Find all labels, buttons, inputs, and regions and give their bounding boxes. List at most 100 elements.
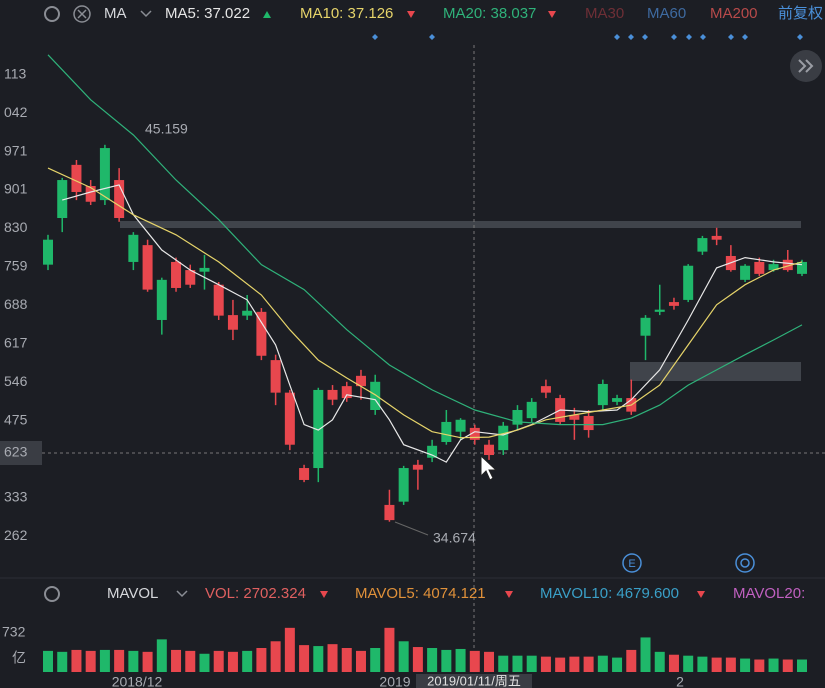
volume-bar [441,649,452,672]
legend-ma200: MA200 [710,5,758,22]
candle-body [540,386,551,393]
legend-ma60: MA60 [647,5,686,22]
volume-bar [43,650,53,672]
volume-bar [341,648,352,672]
candle-body [156,279,167,320]
candle-body [484,444,495,456]
candle-body [512,410,523,425]
volume-bar [270,641,281,672]
candle-body [71,164,82,192]
candle-body [412,464,423,470]
legend-ma30: MA30 [585,5,624,22]
candle-body [142,245,153,290]
close-icon[interactable] [73,5,91,23]
volume-bar [427,648,438,672]
candle-body [668,302,679,306]
volume-bar [256,648,267,672]
candle-body [114,180,125,219]
dropdown-icon[interactable] [176,590,188,598]
candle-body [768,264,779,271]
y-tick-label: 901 [4,181,28,197]
candle-body [355,375,366,387]
candle-body [57,180,68,219]
volume-bar [626,649,637,672]
up-arrow [263,11,271,18]
vol-indicator[interactable]: MAVOL [107,585,158,602]
candle-body [327,389,338,400]
volume-bar [725,657,736,672]
volume-bar [484,651,495,672]
y-tick-label: 475 [4,412,28,428]
adjust-mode[interactable]: 前复权 [778,4,823,22]
candle-body [85,186,96,202]
x-label: 2018/12 [112,674,163,688]
candle-body [612,398,623,402]
volume-bar [213,650,224,672]
volume-bar [754,659,765,672]
expand-chevron [798,59,814,73]
candle-body [270,360,281,393]
resistance-zone [120,221,801,228]
y-tick-label: 830 [4,219,28,235]
volume-bar [284,627,295,672]
candle-body [43,239,53,265]
volume-bar [156,639,167,672]
candle-body [683,265,694,300]
candle-body [427,445,438,458]
candle-body [384,504,395,521]
mouse-cursor [480,454,498,481]
event-letter: E [628,558,635,570]
settings-icon[interactable] [44,586,60,602]
low-annotation: 34.674 [433,530,476,546]
candle-body [597,383,608,406]
low-pointer [394,521,429,536]
dropdown-icon[interactable] [140,10,152,18]
down-arrow [548,11,556,18]
x-label: 2 [676,674,684,688]
event-icon[interactable] [735,553,755,573]
volume-bar [142,651,153,672]
y-tick-label: 617 [4,335,28,351]
support-zone [630,362,801,381]
volume-bar [797,659,807,672]
high-annotation: 45.159 [145,121,188,137]
ma-line [47,167,803,439]
candle-body [455,419,466,432]
volume-bar [412,647,423,672]
volume-bar [370,648,381,672]
candle-body [526,401,537,419]
candle-body [754,261,765,274]
vol-axis-unit: 亿 [12,650,26,666]
settings-icon[interactable] [44,6,60,22]
candle-body [370,381,381,411]
volume-bar [185,650,196,672]
volume-bar [327,644,338,672]
vol-axis-label: 732 [2,624,26,640]
volume-bar [313,646,324,672]
volume-bar [540,656,551,672]
volume-bar [128,650,139,672]
candle-body [299,468,310,480]
y-tick-label: 759 [4,258,28,274]
x-label: 2019 [379,674,410,688]
event-icon[interactable] [622,553,642,573]
y-tick-label: 333 [4,489,28,505]
legend-mavol10: MAVOL10: 4679.600 [540,585,679,602]
legend-mavol5: MAVOL5: 4074.121 [355,585,486,602]
volume-bar [469,650,480,672]
y-tick-label: 688 [4,296,28,312]
candle-body [256,311,267,356]
volume-bar [85,650,96,672]
volume-bar [526,655,537,672]
candle-body [227,315,238,330]
crosshair-price: 623 [4,444,28,460]
candle-body [640,317,651,336]
indicator-name[interactable]: MA [104,5,127,22]
candle-body [284,392,295,445]
down-arrow [320,591,328,598]
volume-bar [668,654,679,672]
volume-bar [57,651,68,672]
legend-mavol20: MAVOL20: [733,585,805,602]
